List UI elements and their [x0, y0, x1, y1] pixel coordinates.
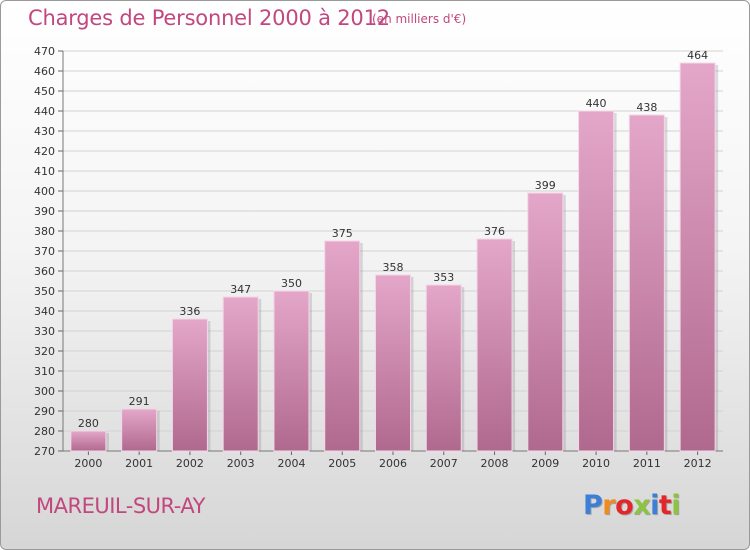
- data-label: 347: [230, 283, 251, 296]
- data-label: 350: [281, 277, 302, 290]
- x-tick-label: 2000: [74, 457, 102, 470]
- data-label: 399: [535, 179, 556, 192]
- data-label: 280: [78, 417, 99, 430]
- y-tick-label: 360: [34, 265, 55, 278]
- y-tick-label: 420: [34, 145, 55, 158]
- logo-letter: i: [671, 490, 681, 521]
- y-tick-label: 290: [34, 405, 55, 418]
- y-tick-label: 440: [34, 105, 55, 118]
- logo-letter: o: [615, 490, 634, 521]
- data-label: 358: [383, 261, 404, 274]
- bar: [679, 62, 716, 452]
- bar: [171, 318, 208, 452]
- x-tick-label: 2009: [531, 457, 559, 470]
- x-tick-label: 2002: [176, 457, 204, 470]
- x-tick-label: 2007: [430, 457, 458, 470]
- x-tick-label: 2012: [684, 457, 712, 470]
- logo-letter: P: [583, 490, 603, 521]
- bar: [425, 284, 462, 452]
- y-tick-label: 410: [34, 165, 55, 178]
- bar: [324, 240, 361, 452]
- x-tick-label: 2008: [481, 457, 509, 470]
- bar: [70, 430, 107, 452]
- y-tick-label: 460: [34, 65, 55, 78]
- bar: [578, 110, 615, 452]
- y-tick-label: 470: [34, 45, 55, 58]
- y-tick-label: 350: [34, 285, 55, 298]
- y-tick-label: 310: [34, 365, 55, 378]
- logo-letter: t: [658, 490, 672, 521]
- y-tick-label: 330: [34, 325, 55, 338]
- y-tick-label: 400: [34, 185, 55, 198]
- x-tick-label: 2004: [277, 457, 305, 470]
- location-name: MAREUIL-SUR-AY: [36, 494, 205, 518]
- bars: [70, 62, 719, 452]
- x-tick-label: 2003: [227, 457, 255, 470]
- bar: [628, 114, 665, 452]
- logo-letter: x: [633, 490, 651, 521]
- data-label: 375: [332, 227, 353, 240]
- chart-subtitle: (en milliers d'€): [372, 12, 467, 26]
- y-tick-label: 300: [34, 385, 55, 398]
- y-tick-label: 270: [34, 445, 55, 458]
- x-tick-label: 2010: [582, 457, 610, 470]
- chart-title: Charges de Personnel 2000 à 2012: [28, 6, 390, 30]
- logo-letter: i: [650, 490, 659, 521]
- logo-letter: r: [602, 490, 616, 521]
- bar: [121, 408, 158, 452]
- data-label: 376: [484, 225, 505, 238]
- y-tick-label: 450: [34, 85, 55, 98]
- data-label: 291: [129, 395, 150, 408]
- y-tick-label: 430: [34, 125, 55, 138]
- y-tick-label: 390: [34, 205, 55, 218]
- y-tick-label: 320: [34, 345, 55, 358]
- data-label: 353: [433, 271, 454, 284]
- bar: [476, 238, 513, 452]
- bar: [527, 192, 564, 452]
- bar: [375, 274, 411, 452]
- proxiti-logo: Proxiti: [583, 490, 681, 521]
- x-tick-label: 2011: [633, 457, 661, 470]
- x-tick-label: 2001: [125, 457, 153, 470]
- labels: 280 291 336 347 350 375 358 353 376 399 440 438 464: [78, 49, 708, 430]
- x-tick-label: 2006: [379, 457, 407, 470]
- data-label: 440: [586, 97, 607, 110]
- bar: [273, 290, 310, 452]
- data-label: 438: [636, 101, 657, 114]
- y-tick-label: 370: [34, 245, 55, 258]
- x-tick-label: 2005: [328, 457, 356, 470]
- y-tick-label: 340: [34, 305, 55, 318]
- data-label: 464: [687, 49, 708, 62]
- y-tick-label: 280: [34, 425, 55, 438]
- data-label: 336: [179, 305, 200, 318]
- bar: [222, 296, 259, 452]
- y-tick-label: 380: [34, 225, 55, 238]
